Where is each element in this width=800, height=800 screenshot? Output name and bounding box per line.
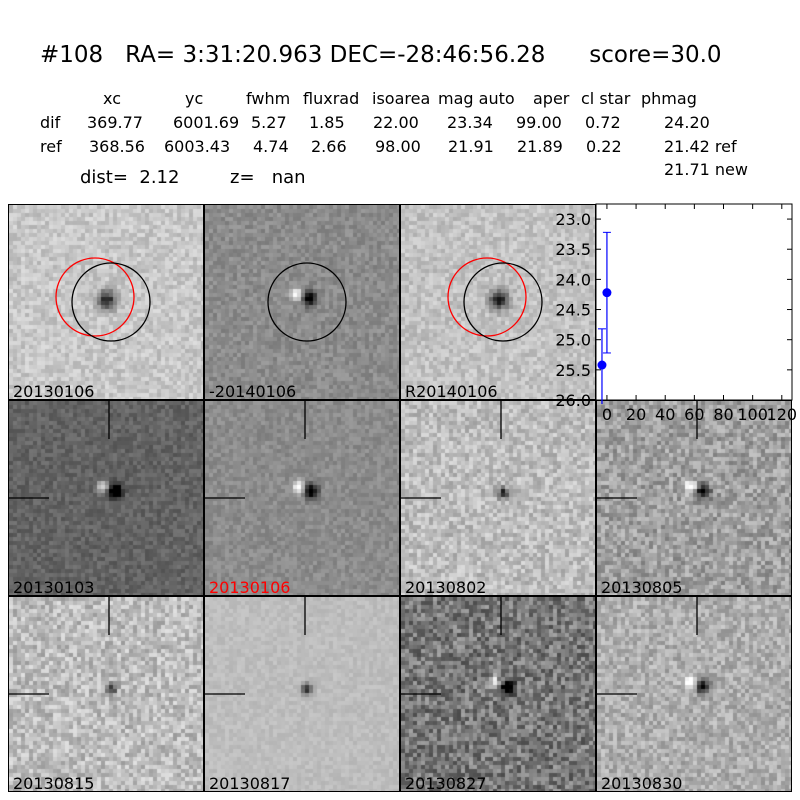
- cell-dif-phmag: 24.20: [664, 113, 710, 132]
- row-label: ref: [40, 137, 62, 156]
- y-tick-label: 25.5: [555, 361, 591, 380]
- data-point: [597, 360, 607, 370]
- cell-ref-xc: 368.56: [89, 137, 145, 156]
- x-tick-label: 20: [626, 405, 646, 424]
- stamp-date-label: R20140106: [405, 382, 498, 400]
- image-stamp[interactable]: 20130106: [204, 400, 400, 596]
- column-header-aper: aper: [533, 89, 570, 108]
- cell-dif-cl-star: 0.72: [585, 113, 621, 132]
- image-stamp[interactable]: 20130827: [400, 596, 596, 792]
- stamp-image: [9, 205, 203, 399]
- stamp-date-label: 20130827: [405, 774, 487, 792]
- stamp-date-label: 20130802: [405, 578, 487, 596]
- column-header-fwhm: fwhm: [246, 89, 291, 108]
- column-header-phmag: phmag: [641, 89, 697, 108]
- black-aperture-circle: [71, 262, 151, 342]
- image-stamp[interactable]: 20130815: [8, 596, 204, 792]
- cell-ref-yc: 6003.43: [164, 137, 231, 156]
- column-header-xc: xc: [103, 89, 121, 108]
- cell-ref-mag-auto: 21.91: [448, 137, 494, 156]
- image-stamp[interactable]: 20130805: [596, 400, 792, 596]
- stamp-image: [401, 205, 595, 399]
- cell-dif-fluxrad: 1.85: [309, 113, 345, 132]
- cell-ref-fwhm: 4.74: [253, 137, 289, 156]
- stamp-date-label: 20130103: [13, 578, 95, 596]
- column-header-isoarea: isoarea: [372, 89, 431, 108]
- cell-dif-mag-auto: 23.34: [447, 113, 493, 132]
- y-tick-label: 23.0: [555, 210, 591, 229]
- stamp-date-label: -20140106: [209, 382, 297, 400]
- x-tick-label: 80: [713, 405, 733, 424]
- stamp-date-label: 20130805: [601, 578, 683, 596]
- x-tick-label: 0: [602, 405, 612, 424]
- stamp-date-label: 20130815: [13, 774, 95, 792]
- x-tick-label: 120: [767, 405, 798, 424]
- cell-dif-isoarea: 22.00: [373, 113, 419, 132]
- x-tick-label: 40: [655, 405, 675, 424]
- black-aperture-circle: [463, 262, 543, 342]
- phmag-new: 21.71 new: [664, 160, 748, 179]
- cell-ref-phmag: 21.42 ref: [664, 137, 737, 156]
- x-tick-label: 100: [737, 405, 768, 424]
- y-tick-label: 24.5: [555, 301, 591, 320]
- y-tick-label: 24.0: [555, 270, 591, 289]
- dist-value: dist= 2.12: [80, 167, 180, 188]
- image-stamp[interactable]: 20130802: [400, 400, 596, 596]
- x-tick-label: 60: [684, 405, 704, 424]
- column-header-fluxrad: fluxrad: [303, 89, 360, 108]
- y-tick-label: 25.0: [555, 331, 591, 350]
- candidate-title: #108 RA= 3:31:20.963 DEC=-28:46:56.28 sc…: [40, 42, 722, 68]
- cell-ref-aper: 21.89: [517, 137, 563, 156]
- cell-ref-cl-star: 0.22: [586, 137, 622, 156]
- image-stamp[interactable]: -20140106: [204, 204, 400, 400]
- image-stamp[interactable]: 20130817: [204, 596, 400, 792]
- column-header-mag-auto: mag auto: [438, 89, 515, 108]
- z-value: z= nan: [230, 167, 306, 188]
- image-stamp[interactable]: 20130106: [8, 204, 204, 400]
- plot-frame: [595, 203, 793, 401]
- stamp-date-label: 20130106: [209, 578, 291, 596]
- column-header-cl-star: cl star: [581, 89, 631, 108]
- cell-dif-yc: 6001.69: [173, 113, 240, 132]
- red-aperture-circle: [55, 257, 135, 337]
- cell-dif-aper: 99.00: [516, 113, 562, 132]
- y-tick-label: 26.0: [555, 391, 591, 410]
- cell-dif-xc: 369.77: [87, 113, 143, 132]
- stamp-date-label: 20130817: [209, 774, 291, 792]
- cell-ref-fluxrad: 2.66: [311, 137, 347, 156]
- image-stamp[interactable]: R20140106: [400, 204, 596, 400]
- data-point: [602, 288, 612, 298]
- cell-dif-fwhm: 5.27: [251, 113, 287, 132]
- stamp-date-label: 20130830: [601, 774, 683, 792]
- y-tick-label: 23.5: [555, 240, 591, 259]
- image-stamp[interactable]: 20130103: [8, 400, 204, 596]
- light-curve-plot: 23.0 23.5 24.0 24.5 25.0 25.5 26.0 0 20 40 60 80 100…: [555, 203, 797, 424]
- column-header-yc: yc: [185, 89, 204, 108]
- red-aperture-circle: [447, 257, 527, 337]
- stamp-image: [205, 205, 399, 399]
- stamp-date-label: 20130106: [13, 382, 95, 400]
- image-stamp[interactable]: 20130830: [596, 596, 792, 792]
- cell-ref-isoarea: 98.00: [375, 137, 421, 156]
- black-aperture-circle: [267, 262, 347, 342]
- row-label: dif: [40, 113, 61, 132]
